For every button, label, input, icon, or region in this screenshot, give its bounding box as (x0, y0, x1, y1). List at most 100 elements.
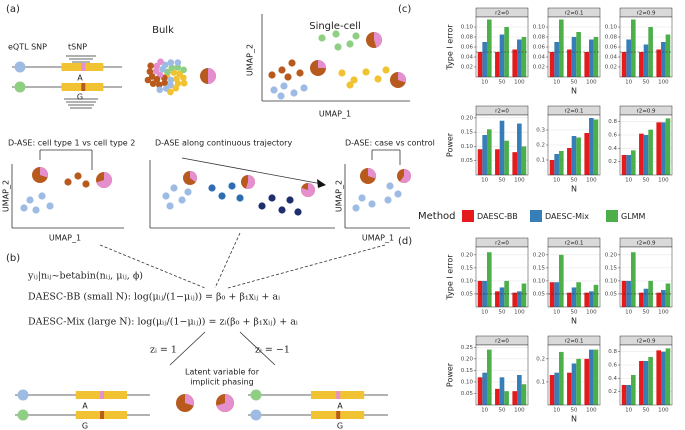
cell-dot (286, 196, 294, 204)
x-tick-label: 10 (481, 80, 488, 86)
cell-dot (278, 66, 286, 74)
y-tick-label: 0.05 (461, 291, 474, 297)
bar (621, 155, 627, 175)
ase-pie-slice (300, 183, 315, 197)
bar (593, 119, 599, 175)
panel-border (619, 344, 673, 406)
y-tick-label: 0.25 (461, 345, 474, 351)
x-tick-label: 100 (514, 178, 525, 184)
cell-dot (164, 68, 171, 76)
bar (589, 291, 594, 307)
cell-dot (384, 196, 392, 204)
legend-key (606, 210, 618, 222)
y-tick-label: 0.05 (461, 391, 474, 397)
cell-dot (394, 190, 402, 198)
bar (665, 34, 671, 77)
bar (630, 150, 636, 175)
y-tick-label: 0.2 (608, 389, 617, 395)
cell-dot (374, 75, 382, 83)
x-axis-label: N (571, 87, 577, 96)
bar (584, 358, 590, 405)
cell-dot (270, 86, 278, 94)
bar (517, 39, 522, 77)
ase-pie-slice (185, 394, 194, 406)
legend-label: DAESC-Mix (545, 212, 589, 221)
bar (554, 282, 559, 307)
y-tick-label: 0.08 (461, 35, 474, 41)
y-axis-label: Type I error (446, 254, 455, 301)
bar (661, 42, 666, 77)
bar (521, 146, 527, 175)
allele: A (82, 402, 88, 411)
bar (486, 252, 492, 307)
bar (554, 42, 559, 77)
legend-key (530, 210, 542, 222)
bar (593, 37, 599, 77)
facet-title: r2=0 (495, 108, 509, 114)
bar (656, 350, 662, 405)
y-tick-label: 0.15 (461, 265, 474, 271)
bar (665, 283, 671, 307)
bar (521, 283, 527, 307)
bar (558, 351, 564, 405)
axis-label: UMAP_2 (246, 44, 255, 76)
allele: A (337, 402, 343, 411)
snp (14, 61, 26, 73)
panel-border (547, 344, 601, 406)
diagram-line (99, 244, 206, 289)
snp (17, 409, 29, 421)
latent-note: implicit phasing (190, 378, 253, 387)
bar (499, 120, 505, 175)
bar (571, 287, 577, 307)
bar (512, 391, 518, 405)
ase-pie-slice (208, 68, 216, 84)
bar (661, 351, 666, 405)
x-tick-label: 10 (481, 408, 488, 414)
bar (639, 52, 644, 77)
y-tick-label: 0.05 (461, 158, 474, 164)
cell-dot (161, 61, 169, 69)
bar (630, 252, 636, 307)
facet-title: r2=0.1 (564, 338, 583, 344)
bar (630, 19, 636, 77)
y-tick-label: 0.02 (461, 65, 473, 71)
equation: yᵢⱼ|nᵢⱼ~betabin(nᵢⱼ, μᵢⱼ, ϕ) (27, 271, 143, 282)
cell-dot (352, 204, 360, 212)
y-tick-label: 0.02 (533, 65, 545, 71)
cell-dot (382, 66, 390, 74)
scenario-title: D-ASE along continuous trajectory (155, 139, 292, 148)
x-tick-label: 10 (481, 310, 488, 316)
bar (567, 49, 572, 77)
x-tick-label: 100 (658, 178, 669, 184)
bar (571, 37, 577, 77)
bar (521, 384, 527, 405)
bar (504, 280, 509, 307)
y-tick-label: 0.8 (608, 349, 617, 355)
y-axis-label: Power (446, 132, 455, 157)
bar (665, 118, 671, 175)
bar (576, 137, 581, 175)
allele: G (337, 422, 343, 430)
cell-dot (38, 192, 46, 200)
ase-pie-slice (318, 60, 326, 68)
ase-pie-slice (398, 72, 406, 83)
cell-dot (318, 34, 326, 42)
bar (495, 388, 500, 405)
bar (639, 133, 644, 175)
bar (554, 372, 559, 405)
panel-border (475, 16, 529, 78)
y-tick-label: 0.05 (605, 291, 618, 297)
bar (482, 372, 487, 405)
x-tick-label: 50 (643, 80, 650, 86)
cell-dot (162, 192, 170, 200)
panel-border (475, 114, 529, 176)
bar (517, 123, 522, 175)
y-tick-label: 0.04 (461, 55, 474, 61)
axis-label: UMAP_1 (362, 234, 394, 243)
x-tick-label: 100 (586, 80, 597, 86)
x-tick-label: 100 (586, 310, 597, 316)
z-label: zᵢ = 1 (150, 345, 177, 356)
bar (648, 280, 653, 307)
bar (593, 349, 599, 405)
tsnp-mark (100, 391, 105, 399)
